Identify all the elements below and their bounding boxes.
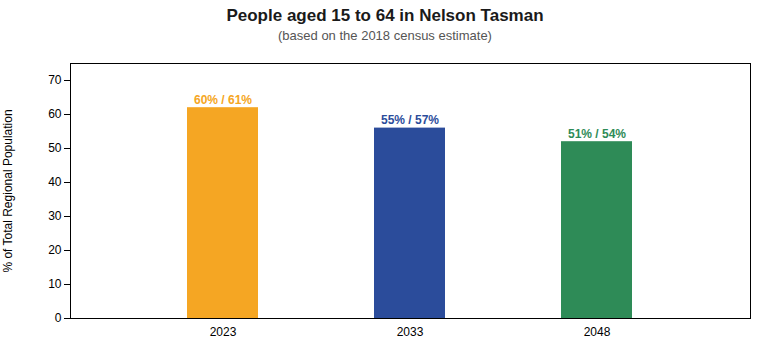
- svg-text:60: 60: [48, 107, 62, 121]
- svg-text:2048: 2048: [584, 325, 611, 339]
- html-text:(based on the 2018 census esti: (based on the 2018 census estimate): [278, 28, 492, 43]
- svg-text:60% / 61%: 60% / 61%: [194, 93, 252, 107]
- svg-text:40: 40: [48, 175, 62, 189]
- svg-text:70: 70: [48, 73, 62, 87]
- svg-text:51% / 54%: 51% / 54%: [568, 127, 626, 141]
- svg-text:10: 10: [48, 277, 62, 291]
- svg-text:30: 30: [48, 209, 62, 223]
- svg-text:50: 50: [48, 141, 62, 155]
- html-text:People aged 15 to 64 in Nelson: People aged 15 to 64 in Nelson Tasman: [226, 6, 544, 25]
- svg-text:2033: 2033: [397, 325, 424, 339]
- svg-text:20: 20: [48, 243, 62, 257]
- svg-text:2023: 2023: [210, 325, 237, 339]
- svg-text:55% / 57%: 55% / 57%: [381, 113, 439, 127]
- svg-text:0: 0: [55, 311, 62, 325]
- svg-text:% of Total Regional Population: % of Total Regional Population: [1, 109, 15, 272]
